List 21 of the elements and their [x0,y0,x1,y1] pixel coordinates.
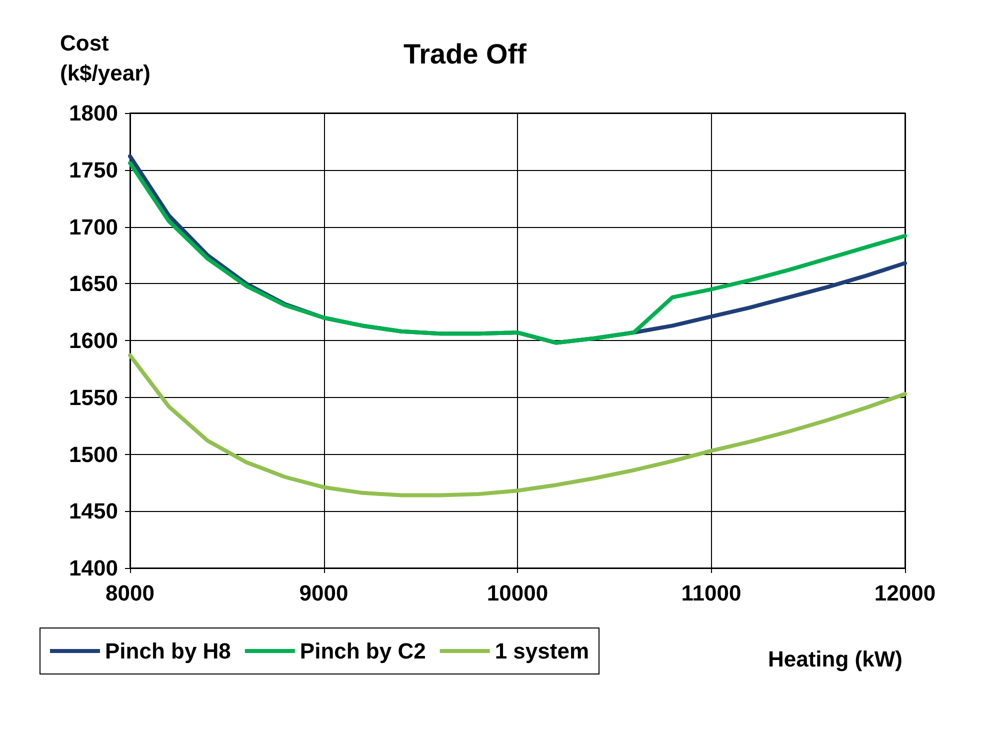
x-tick-label: 8000 [106,580,154,606]
x-tick-label: 12000 [874,580,936,606]
line-series [128,353,907,498]
chart-title: Trade Off [404,38,528,70]
y-tick-label: 1750 [69,157,118,182]
legend-label: Pinch by H8 [105,638,231,664]
x-tick-label: 9000 [299,580,348,606]
x-tick-label: 10000 [486,580,548,606]
y-tick-label: 1700 [69,214,118,240]
y-tick-label: 1600 [69,328,118,353]
x-axis-title: Heating (kW) [768,646,902,672]
y-tick-label: 1450 [69,498,118,524]
legend-label: Pinch by C2 [300,638,426,664]
y-tick-label: 1400 [69,556,118,580]
legend-label: 1 system [494,638,590,664]
y-tick-label: 1650 [69,271,118,296]
x-tick-label: 11000 [681,580,742,606]
y-tick-label: 1500 [69,442,118,467]
y-tick-label: 1550 [69,384,118,410]
y-tick-label: 1800 [69,100,118,126]
y-axis-title: Cost (k$/year) [60,30,151,86]
